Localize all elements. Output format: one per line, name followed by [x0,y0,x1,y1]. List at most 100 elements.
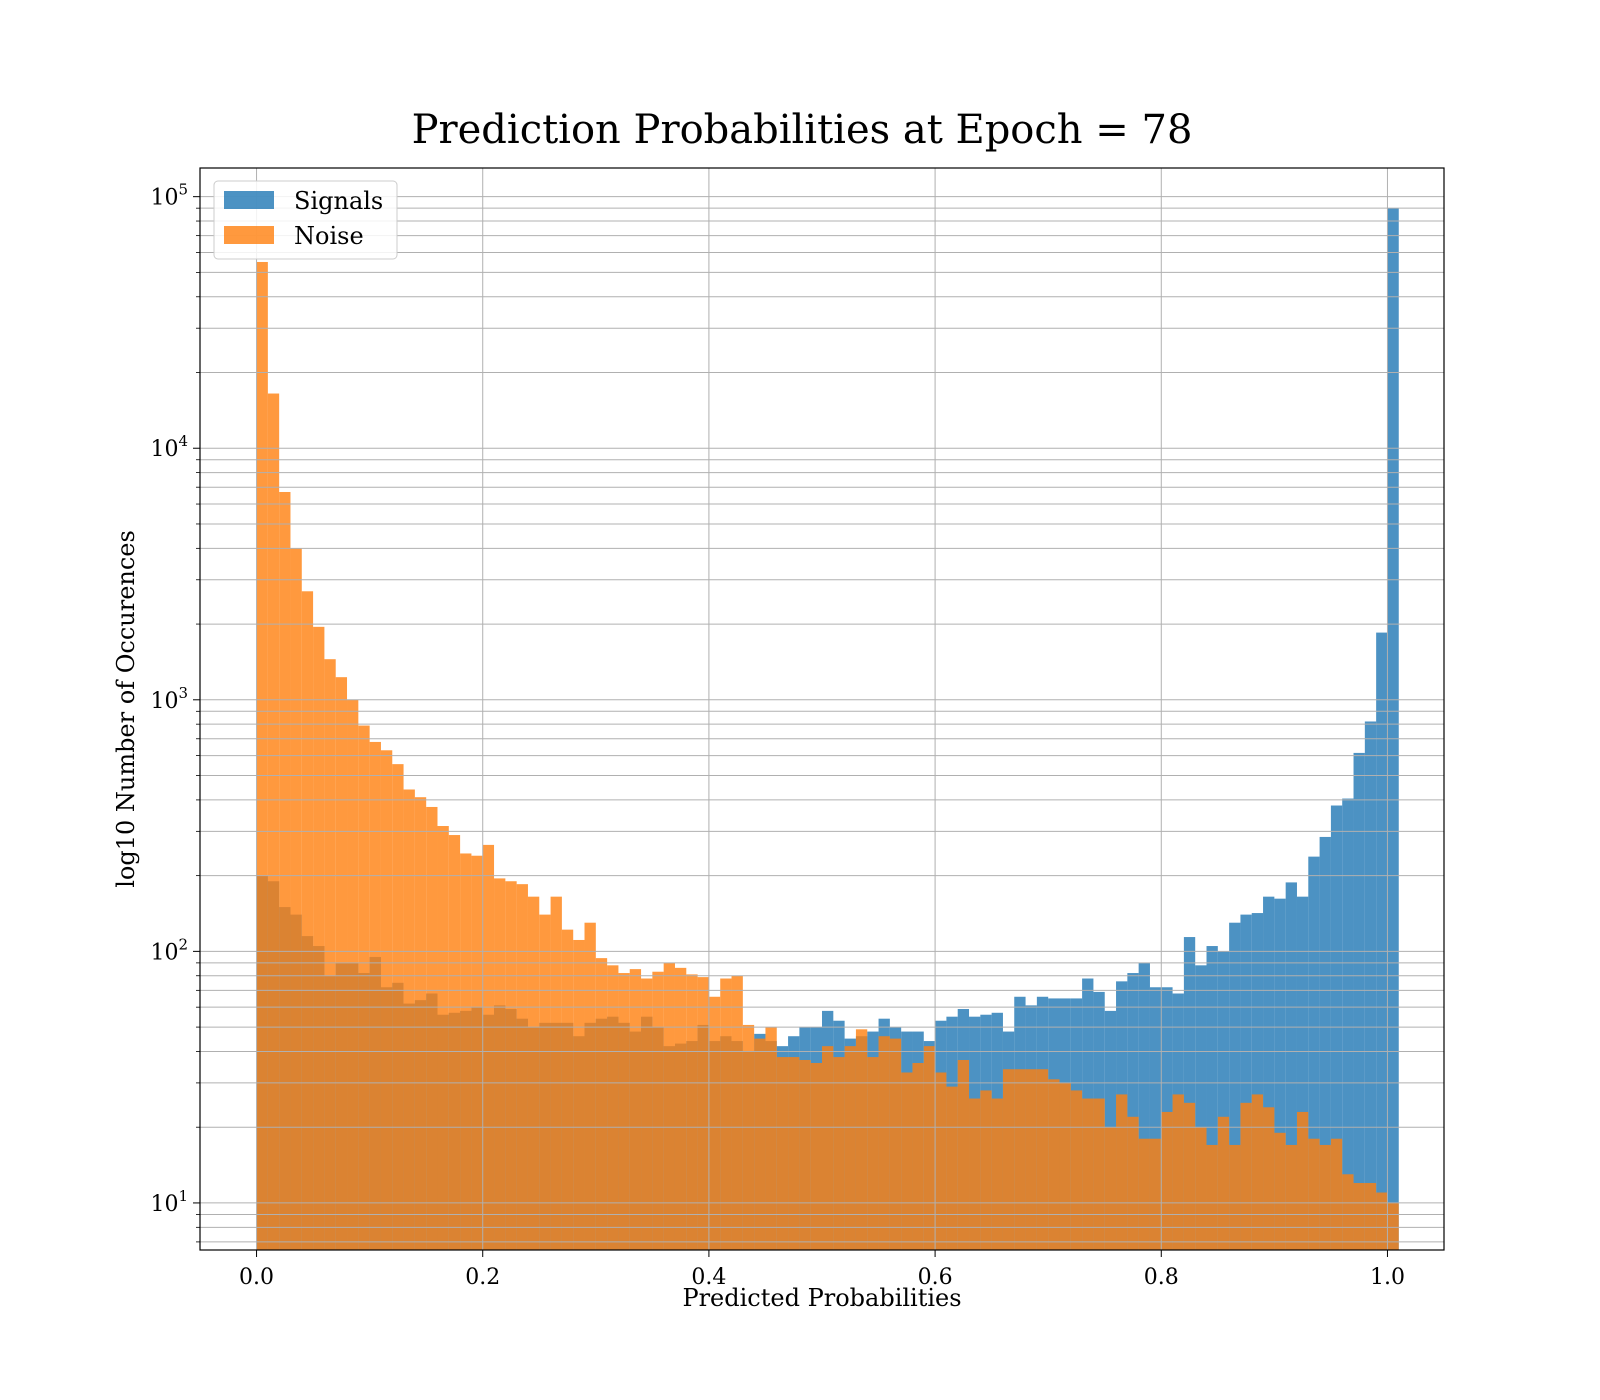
x-axis-ticks: 0.0 0.2 0.4 0.6 0.8 1.0 [239,1250,1405,1290]
x-tick-label: 0.6 [918,1265,953,1290]
bar-noise [663,962,675,1250]
bar-signals [1251,913,1264,1250]
bar-noise [799,1059,811,1250]
x-tick-label: 0.8 [1144,1265,1179,1290]
bar-noise [1127,1116,1139,1250]
bar-noise [347,699,359,1250]
bar-noise [279,491,291,1250]
bar-noise [1387,1202,1399,1250]
y-tick-label: 103 [150,684,188,714]
bar-signals [1342,798,1354,1250]
bar-noise [1138,1138,1150,1250]
bar-noise [991,1098,1003,1250]
bar-noise [301,591,314,1250]
bar-noise [1014,1069,1026,1250]
bar-signals [1195,965,1207,1250]
bar-noise [980,1090,992,1250]
bar-noise [1172,1094,1184,1250]
bar-noise [1251,1094,1264,1250]
bar-signals [1274,898,1286,1250]
bar-noise [765,1027,777,1250]
bar-noise [641,978,653,1250]
bar-noise [742,1024,755,1250]
bar-noise [867,1057,879,1250]
bar-noise [505,881,517,1250]
bar-noise [935,1072,947,1250]
bar-noise [686,974,698,1250]
bar-noise [437,826,449,1250]
bar-noise [1376,1192,1388,1250]
legend-label-noise: Noise [294,222,364,250]
bar-noise [720,978,732,1250]
bar-noise [358,725,370,1250]
bar-noise [844,1046,856,1250]
bar-signals [1138,962,1150,1250]
legend-label-signals: Signals [294,187,383,215]
bar-noise [1059,1082,1071,1250]
x-tick-label: 0.4 [691,1265,726,1290]
bar-noise [1229,1144,1241,1250]
bar-noise [1183,1102,1196,1250]
bar-noise [1036,1069,1049,1250]
bar-noise [527,896,540,1250]
bar-noise [1319,1144,1331,1250]
bar-noise [1093,1098,1105,1250]
bars-layer [256,208,1399,1251]
bar-noise [618,973,630,1250]
bar-noise [1296,1111,1309,1250]
bar-noise [822,1046,834,1250]
bar-noise [584,922,596,1250]
bar-signals [1127,973,1139,1250]
bar-noise [595,958,608,1250]
bar-signals [1240,914,1252,1250]
bar-noise [957,1059,970,1250]
y-tick-label: 102 [150,935,188,965]
bar-noise [313,626,325,1250]
y-tick-label: 105 [150,181,188,211]
y-axis-ticks: 101 102 103 104 105 [150,181,200,1243]
bar-signals [1229,922,1241,1250]
y-tick-label: 104 [150,432,188,462]
bar-noise [1116,1094,1128,1250]
bar-noise [674,967,687,1250]
bar-noise [923,1046,936,1250]
bar-noise [754,1038,766,1250]
bar-noise [652,971,664,1250]
bar-noise [776,1057,789,1250]
bar-noise [448,835,461,1250]
bar-noise [561,929,574,1250]
bar-noise [1240,1102,1252,1250]
bar-noise [1330,1138,1343,1250]
x-tick-label: 0.2 [465,1265,500,1290]
bar-signals [1183,937,1196,1250]
bar-noise [810,1062,822,1250]
bar-noise [629,969,642,1250]
x-axis-label: Predicted Probabilities [682,1284,961,1312]
bar-signals [1376,632,1388,1250]
bar-signals [1319,836,1331,1250]
bar-noise [912,1062,924,1250]
y-axis-label: log10 Number of Occurences [112,530,140,888]
bar-noise [889,1038,902,1250]
bar-noise [1342,1174,1354,1250]
x-tick-label: 0.0 [239,1265,274,1290]
y-tick-label: 101 [150,1187,188,1217]
bar-noise [516,884,528,1250]
x-tick-label: 1.0 [1370,1265,1405,1290]
bar-signals [1263,896,1275,1250]
bar-signals [1149,987,1162,1250]
bar-noise [426,806,438,1250]
bar-noise [1217,1116,1230,1250]
bar-noise [482,844,495,1250]
bar-noise [788,1057,800,1250]
bar-signals [1206,946,1218,1250]
bar-noise [697,977,709,1250]
legend-swatch-noise [224,226,274,244]
bar-noise [1002,1069,1015,1250]
grid-layer [200,168,1444,1250]
bar-noise [414,797,427,1250]
bar-noise [1025,1069,1037,1250]
bar-noise [1308,1138,1320,1250]
bar-noise [607,965,619,1250]
bar-noise [550,896,562,1250]
